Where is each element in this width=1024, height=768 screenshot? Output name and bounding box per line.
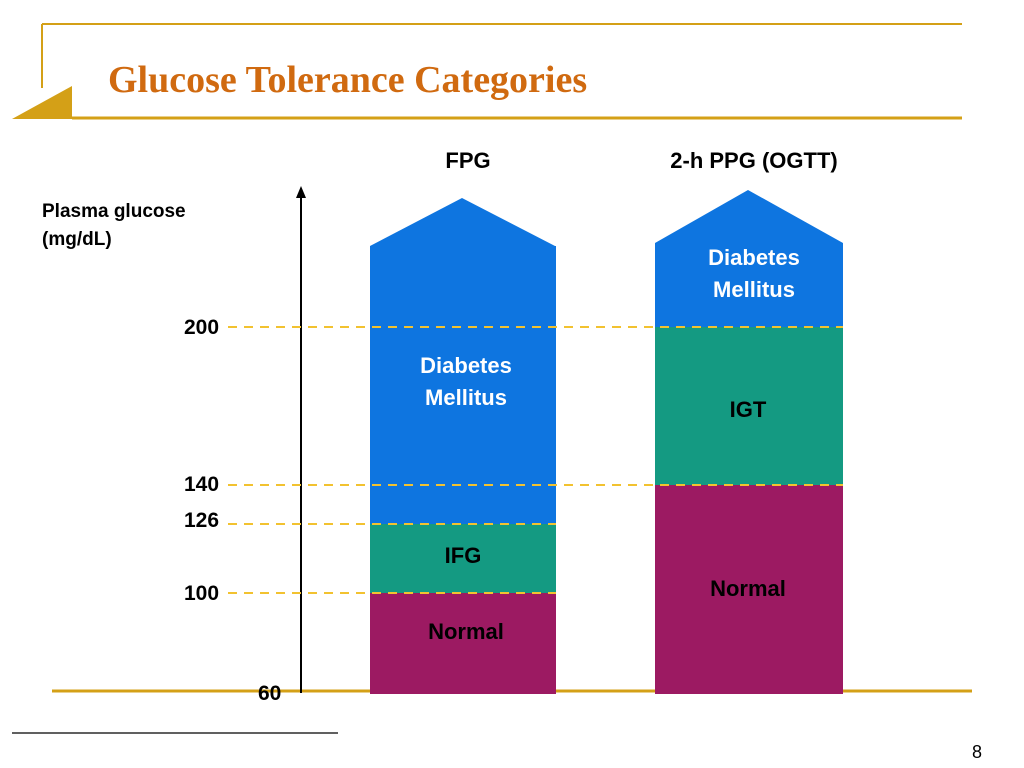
ogtt-diabetes-segment [655,243,843,327]
fpg-arrow-head [370,198,555,246]
ogtt-normal-segment [655,485,843,694]
ogtt-igt-label: IGT [729,397,767,422]
tick-100: 100 [184,582,220,605]
fpg-diabetes-segment [370,246,556,524]
ogtt-igt-segment [655,327,843,485]
page-number: 8 [972,742,983,762]
ogtt-diabetes-label-line1: Diabetes [708,245,800,270]
fpg-diabetes-label-line2: Mellitus [425,385,507,410]
fpg-ifg-segment [370,524,556,593]
y-axis-label-line2: (mg/dL) [42,229,112,250]
corner-triangle [12,86,72,119]
column-header-fpg: FPG [445,148,491,173]
tick-126: 126 [184,509,220,532]
fpg-diabetes-label: Diabetes Mellitus [420,350,512,414]
fpg-normal-segment [370,593,556,694]
slide-title: Glucose Tolerance Categories [108,59,588,101]
fpg-normal-label: Normal [428,619,504,644]
ogtt-arrow-head [655,190,843,243]
y-axis-label: Plasma glucose (mg/dL) [42,198,186,254]
ogtt-normal-label: Normal [710,576,786,601]
ogtt-diabetes-label: Diabetes Mellitus [708,242,800,306]
tick-200: 200 [184,316,220,339]
tick-60: 60 [258,682,282,705]
tick-140: 140 [184,473,220,496]
fpg-diabetes-label-line1: Diabetes [420,353,512,378]
ogtt-diabetes-label-line2: Mellitus [713,277,795,302]
y-axis-label-line1: Plasma glucose [42,201,186,222]
fpg-ifg-label: IFG [444,543,482,568]
y-axis-arrowhead [296,186,306,198]
column-header-ogtt: 2-h PPG (OGTT) [670,148,838,173]
